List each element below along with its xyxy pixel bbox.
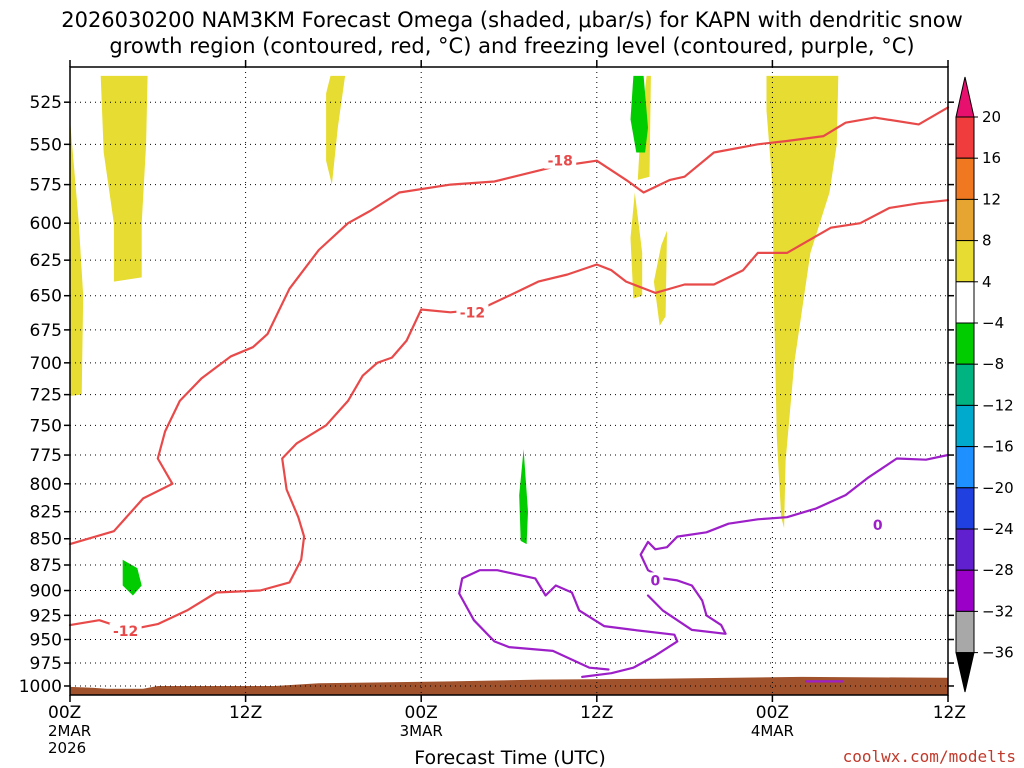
freezing-level-contour [458,569,679,679]
colorbar-swatch [955,116,975,159]
dendritic-contour [68,199,950,632]
x-tick-year: 2026 [48,739,86,757]
contour-label-layer: -18 -12 -12 0 0 [109,152,886,640]
contour-label: 0 [650,573,660,589]
contour-label: -12 [113,624,138,640]
omega-shade-region [519,449,528,545]
y-tick-label: 725 [30,386,62,406]
omega-shade-region [70,119,84,396]
x-tick-date: 2MAR [48,722,91,740]
y-tick-label: 800 [30,475,62,495]
colorbar-label: 16 [982,149,1001,167]
omega-shade-region [630,75,648,153]
colorbar-swatch [955,240,975,283]
contour-label-bg [647,572,664,589]
y-tick-label: 575 [30,176,62,196]
y-tick-label: 875 [30,556,62,576]
omega-shade-region [122,559,142,596]
colorbar-swatch [955,198,975,242]
omega-shade-region [100,75,148,282]
chart-title-line2: growth region (contoured, red, °C) and f… [109,34,914,58]
contour-layer [68,106,950,683]
omega-shading-layer [70,75,839,596]
colorbar-label: −36 [982,644,1014,662]
colorbar-label: 12 [982,190,1001,208]
contour-label-bg [456,304,489,321]
colorbar-label: 20 [982,108,1001,126]
colorbar-arrow-bottom [955,652,975,693]
colorbar-label: −12 [982,396,1014,414]
y-tick-label: 950 [30,631,62,651]
x-tick-label: 12Z [933,703,966,723]
x-tick-label: 00Z [405,703,438,723]
terrain-layer [70,676,948,695]
y-tick-label: 975 [30,654,62,674]
colorbar-label: −16 [982,438,1014,456]
colorbar-label: −28 [982,561,1014,579]
terrain-surface [70,676,948,695]
x-axis-title: Forecast Time (UTC) [414,747,605,768]
colorbar-swatch [955,446,975,489]
contour-label-bg [544,152,577,169]
dendritic-contour [68,191,401,546]
y-tick-label: 825 [30,503,62,523]
y-tick-label: 625 [30,251,62,271]
omega-shade-region [630,192,643,299]
x-tick-label: 12Z [580,703,613,723]
y-tick-label: 675 [30,321,62,341]
y-tick-label: 1000 [19,677,62,697]
y-tick-label: 850 [30,530,62,550]
chart-title-line1: 2026030200 NAM3KM Forecast Omega (shaded… [61,8,963,32]
y-axis: 525 550 575 600 625 650 675 700 725 750 775 800 825 8… [19,93,954,697]
colorbar-swatch [955,363,975,406]
colorbar: 20 16 12 8 4 −4 −8 −12 −16 −20 −24 −28 −32 −36 [955,76,1014,693]
colorbar-swatch [955,487,975,530]
colorbar-label: −4 [982,314,1004,332]
x-tick-date: 3MAR [400,722,443,740]
colorbar-swatch [955,528,975,571]
contour-label: 0 [873,518,883,534]
y-tick-label: 700 [30,354,62,374]
colorbar-label: 4 [982,273,992,291]
y-tick-label: 550 [30,135,62,155]
colorbar-label: −8 [982,355,1004,373]
plot-frame [69,66,949,696]
contour-label-bg [109,622,142,639]
omega-shade-region [766,75,839,529]
colorbar-swatch [955,322,975,365]
colorbar-label: 8 [982,232,992,250]
colorbar-arrow-top [955,76,975,118]
colorbar-swatch [955,157,975,200]
x-tick-label: 00Z [48,703,81,723]
y-tick-label: 525 [30,93,62,113]
colorbar-swatch [955,404,975,448]
contour-label: -18 [548,154,573,170]
y-tick-label: 650 [30,287,62,307]
y-tick-label: 775 [30,446,62,466]
credit-text: coolwx.com/modelts [843,747,1016,766]
y-tick-label: 900 [30,582,62,602]
x-tick-date: 4MAR [751,722,794,740]
omega-shade-region [326,75,346,185]
y-tick-label: 600 [30,214,62,234]
dendritic-contour [398,106,950,194]
colorbar-swatch [955,569,975,612]
colorbar-label: −20 [982,479,1014,497]
colorbar-label: −24 [982,520,1014,538]
colorbar-swatch [955,610,975,654]
colorbar-swatch [955,281,975,324]
y-tick-label: 925 [30,606,62,626]
x-tick-label: 00Z [756,703,789,723]
contour-label: -12 [460,305,485,321]
freezing-level-contour [639,453,950,635]
x-tick-label: 12Z [229,703,262,723]
omega-shade-region [653,230,667,326]
y-tick-label: 750 [30,416,62,436]
contour-label-bg [869,516,886,533]
colorbar-label: −32 [982,602,1014,620]
